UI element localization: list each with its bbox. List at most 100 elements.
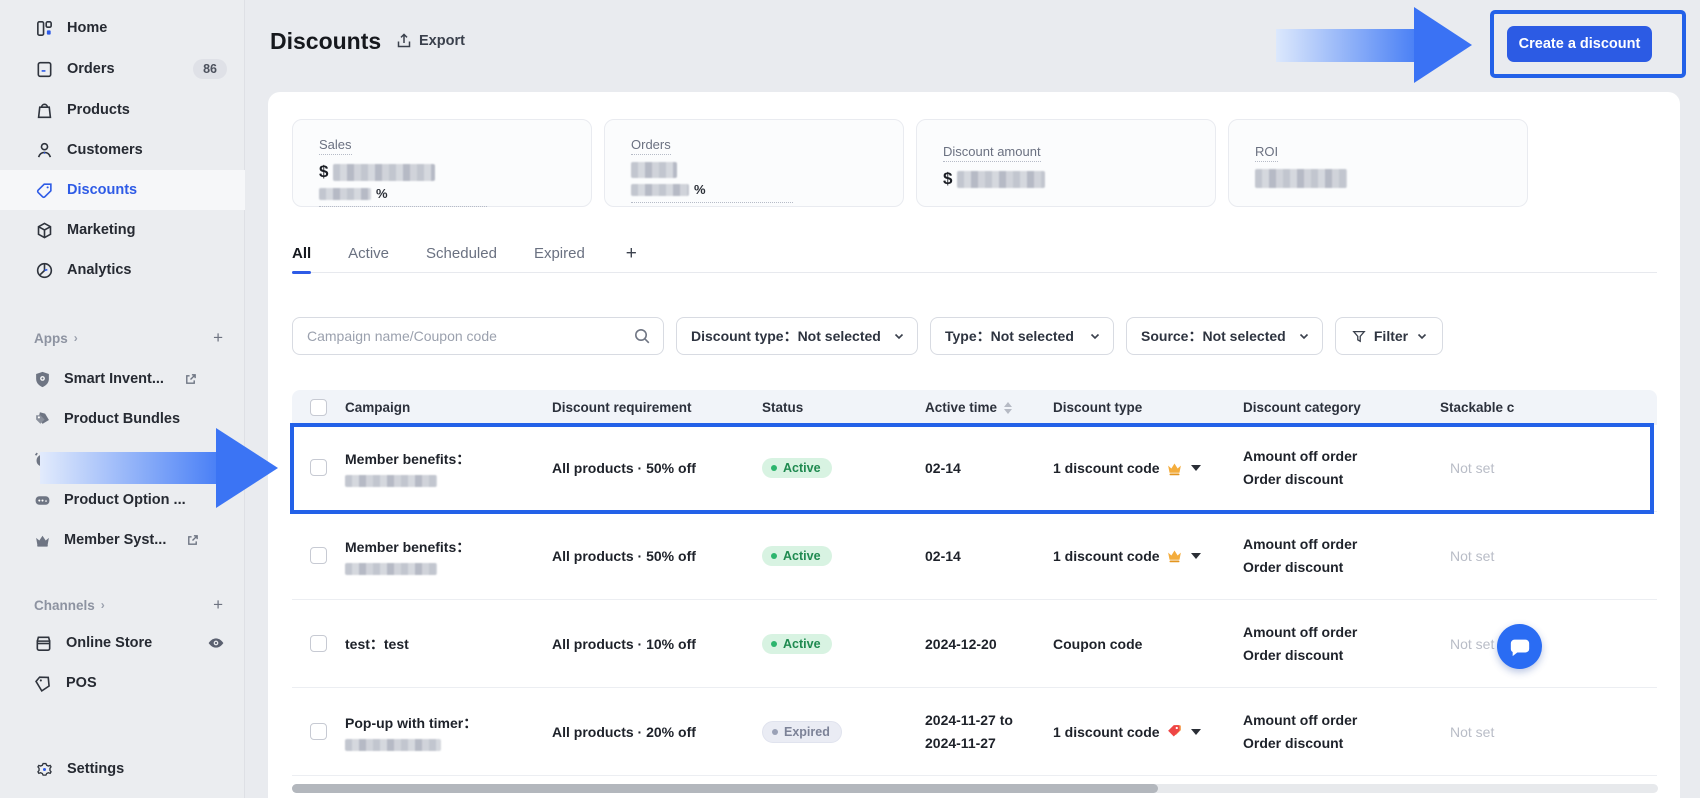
- smart-inventory-app-icon: [34, 371, 51, 388]
- status-dot-icon: [771, 465, 777, 471]
- dropdown-label: Discount type：Not selected: [691, 328, 881, 344]
- crown-icon: [1167, 463, 1181, 475]
- tab-scheduled[interactable]: Scheduled: [426, 245, 497, 262]
- tab-active[interactable]: Active: [348, 245, 390, 262]
- chevron-right-icon: ›: [100, 598, 105, 612]
- column-header-status: Status: [762, 400, 804, 415]
- dotted-underline: [319, 206, 487, 207]
- channels-header-label: Channels: [34, 597, 95, 613]
- sidebar-item-orders[interactable]: Orders 86: [0, 49, 245, 89]
- stackable-cell: Not set: [1450, 460, 1495, 476]
- caret-down-icon[interactable]: [1190, 465, 1201, 471]
- redacted-value: [333, 163, 436, 181]
- apps-header-label: Apps: [34, 330, 68, 346]
- chat-widget-button[interactable]: [1497, 624, 1542, 669]
- sidebar-item-label: Products: [67, 102, 130, 118]
- sidebar-item-product-option[interactable]: Product Option ...: [0, 481, 245, 519]
- sort-icon[interactable]: [1004, 402, 1013, 415]
- column-header-category: Discount category: [1243, 400, 1361, 415]
- currency-prefix: $: [319, 162, 329, 181]
- requirement-cell: All products · 10% off: [552, 635, 696, 652]
- row-checkbox[interactable]: [310, 459, 327, 476]
- apps-section-header[interactable]: Apps › +: [0, 325, 245, 351]
- discount-type-cell[interactable]: 1 discount code: [1053, 688, 1201, 775]
- table-row[interactable]: Member benefits： All products · 50% off …: [292, 512, 1657, 600]
- sidebar-item-label: Settings: [67, 761, 125, 777]
- member-system-app-icon: [34, 532, 51, 549]
- sidebar-item-flash[interactable]: Flash: [0, 440, 245, 478]
- discount-type-dropdown[interactable]: Discount type：Not selected: [676, 317, 918, 355]
- sidebar-item-marketing[interactable]: Marketing: [0, 210, 245, 250]
- sidebar-item-label: Orders: [67, 61, 115, 77]
- stat-label: Sales: [319, 137, 352, 155]
- column-header-active-time[interactable]: Active time: [925, 390, 1013, 425]
- external-link-icon: [186, 534, 199, 547]
- tab-all[interactable]: All: [292, 235, 312, 274]
- add-tab-button[interactable]: +: [625, 242, 637, 264]
- filter-button[interactable]: Filter: [1335, 317, 1443, 355]
- chevron-right-icon: ›: [73, 331, 78, 345]
- column-header-campaign: Campaign: [345, 400, 411, 415]
- stat-card-sales: Sales $ %: [292, 119, 592, 207]
- app-item-label: Member Syst...: [64, 532, 167, 548]
- active-time-cell: 2024-11-27 to 2024-11-27: [925, 711, 1013, 751]
- sidebar-item-product-bundles[interactable]: Product Bundles: [0, 400, 245, 438]
- sidebar-item-label: Discounts: [67, 182, 138, 198]
- sidebar-item-home[interactable]: Home: [0, 8, 245, 48]
- horizontal-scrollbar-thumb[interactable]: [292, 784, 1158, 793]
- eye-icon[interactable]: [207, 634, 225, 652]
- percent-suffix: %: [376, 186, 388, 201]
- sidebar-item-customers[interactable]: Customers: [0, 130, 245, 170]
- horizontal-scrollbar-track[interactable]: [292, 784, 1658, 793]
- sidebar-item-analytics[interactable]: Analytics: [0, 250, 245, 290]
- export-button[interactable]: Export: [396, 33, 465, 49]
- status-dot-icon: [771, 640, 777, 647]
- stackable-cell: Not set: [1450, 723, 1495, 740]
- sidebar-item-discounts[interactable]: Discounts: [0, 170, 245, 210]
- row-checkbox[interactable]: [310, 634, 327, 652]
- chat-bubble-icon: [1510, 639, 1529, 656]
- sidebar-item-member-system[interactable]: Member Syst...: [0, 521, 245, 559]
- table-row[interactable]: Pop-up with timer： All products · 20% of…: [292, 688, 1657, 776]
- table-row[interactable]: test：test All products · 10% off Active …: [292, 600, 1657, 688]
- redacted-value: [345, 475, 437, 487]
- caret-down-icon[interactable]: [1190, 728, 1201, 735]
- discount-type-cell[interactable]: 1 discount code: [1053, 425, 1201, 511]
- category-cell: Amount off order Order discount: [1243, 623, 1358, 663]
- row-checkbox[interactable]: [310, 722, 327, 740]
- add-app-button[interactable]: +: [213, 328, 223, 347]
- row-checkbox[interactable]: [310, 546, 327, 564]
- discount-tag-icon: [34, 180, 54, 200]
- search-input[interactable]: [292, 317, 664, 355]
- source-dropdown[interactable]: Source：Not selected: [1126, 317, 1323, 355]
- gear-icon: [34, 759, 54, 779]
- redacted-value: [319, 187, 371, 200]
- funnel-icon: [1352, 330, 1366, 343]
- products-icon: [34, 100, 54, 120]
- redacted-value: [957, 170, 1046, 188]
- sidebar-item-smart-inventory[interactable]: Smart Invent...: [0, 360, 245, 398]
- channels-section-header[interactable]: Channels › +: [0, 592, 245, 618]
- app-item-label: Flash: [64, 451, 102, 467]
- product-option-app-icon: [34, 492, 51, 509]
- sidebar-item-products[interactable]: Products: [0, 90, 245, 130]
- sidebar-item-online-store[interactable]: Online Store: [0, 624, 245, 662]
- discount-type-cell[interactable]: 1 discount code: [1053, 512, 1201, 599]
- page-title: Discounts: [270, 28, 382, 54]
- sidebar-item-settings[interactable]: Settings: [0, 749, 245, 789]
- type-dropdown[interactable]: Type：Not selected: [930, 317, 1114, 355]
- annotation-arrow-top: [1276, 29, 1416, 62]
- add-channel-button[interactable]: +: [213, 595, 223, 614]
- sidebar-item-pos[interactable]: POS: [0, 664, 245, 702]
- create-discount-button[interactable]: Create a discount: [1507, 26, 1652, 62]
- tab-expired[interactable]: Expired: [533, 245, 585, 262]
- status-cell: Active: [762, 425, 832, 511]
- sidebar: Home Orders 86 Products Customers: [0, 0, 245, 798]
- select-all-checkbox[interactable]: [310, 399, 327, 416]
- caret-down-icon[interactable]: [1190, 552, 1201, 559]
- customers-icon: [34, 140, 54, 160]
- status-cell: Active: [762, 512, 832, 599]
- table-row[interactable]: Member benefits： All products · 50% off …: [292, 425, 1657, 512]
- search-icon[interactable]: [633, 327, 651, 345]
